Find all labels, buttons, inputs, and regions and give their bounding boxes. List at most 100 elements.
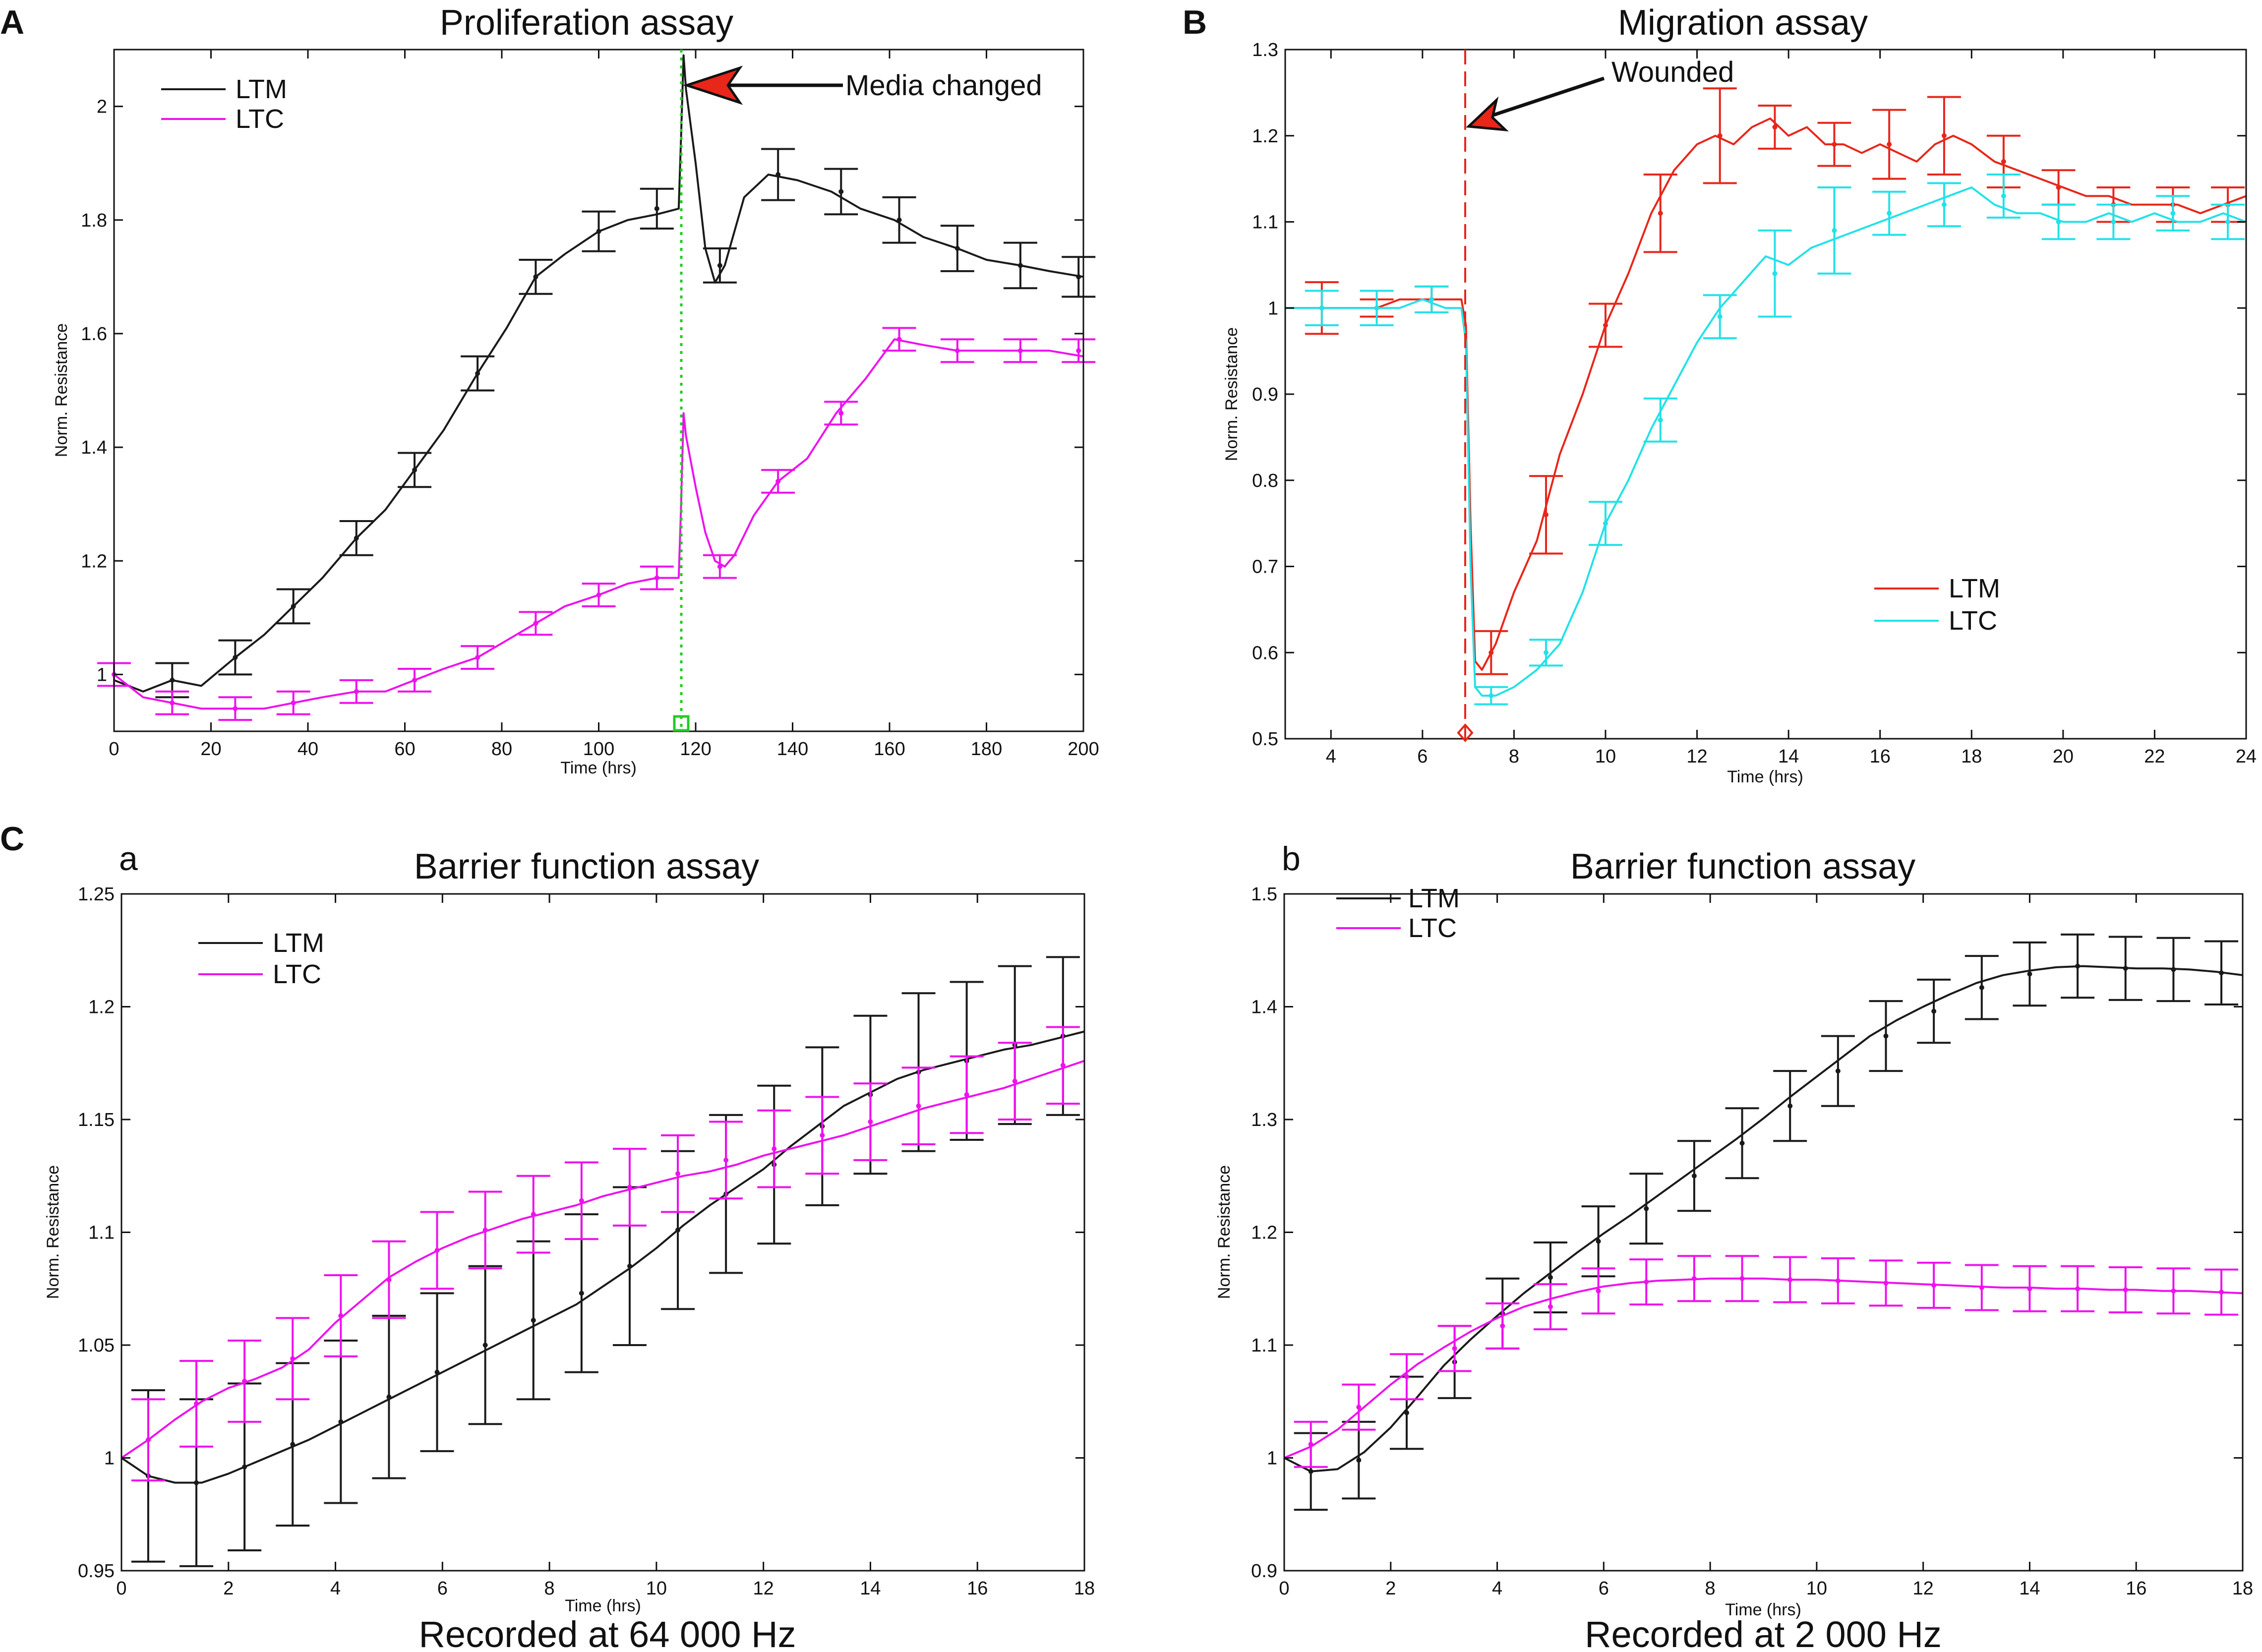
chart-cb-legend: LTM LTC — [1336, 884, 1460, 943]
chart-cb-legend-text-ltc: LTC — [1408, 913, 1457, 943]
chart-cb-point-ltm — [2171, 967, 2176, 972]
chart-ca-yticks: 0.95 1 1.05 1.1 1.15 1.2 1.25 — [78, 884, 1084, 1582]
chart-a-arrowhead — [682, 65, 743, 105]
chart-b-point-ltm — [1603, 323, 1608, 328]
chart-ca-legend-text-ltm: LTM — [273, 928, 324, 958]
chart-a-legend-text-ltm: LTM — [236, 74, 287, 104]
chart-b-xtick-label: 18 — [1961, 746, 1982, 767]
chart-b-xtick-label: 8 — [1509, 746, 1519, 767]
panel-label-c: C — [0, 820, 24, 858]
chart-cb-point-ltc — [1500, 1323, 1505, 1329]
chart-ca-point-ltc — [434, 1247, 440, 1253]
chart-cb-point-ltc — [1979, 1285, 1984, 1290]
chart-b-point-ltm — [2001, 159, 2006, 164]
chart-b-xlabel: Time (hrs) — [1727, 767, 1803, 786]
chart-cb-point-ltc — [1691, 1276, 1697, 1281]
chart-b-xticks: 4 6 8 10 12 14 16 18 20 22 24 — [1326, 50, 2257, 767]
chart-ca-point-ltm — [242, 1464, 247, 1470]
chart-b: Migration assay 4 6 8 10 12 14 16 18 20 22 24 0.50… — [1222, 3, 2257, 786]
chart-ca-point-ltc — [145, 1437, 151, 1443]
chart-a-xtick-label: 140 — [777, 739, 808, 760]
chart-cb-ytick-label: 1.3 — [1251, 1110, 1277, 1130]
chart-cb-ytick-label: 1.2 — [1251, 1223, 1277, 1243]
chart-ca-ytick-label: 1.15 — [78, 1110, 115, 1130]
chart-cb-point-ltm — [1787, 1103, 1793, 1109]
chart-ca-xtick-label: 16 — [967, 1578, 988, 1599]
chart-cb-point-ltm — [1931, 1008, 1937, 1014]
chart-b-ytick-label: 0.7 — [1252, 557, 1278, 578]
chart-ca-point-ltc — [482, 1227, 488, 1233]
chart-b-point-ltc — [1772, 271, 1778, 276]
chart-cb-ytick-label: 1.1 — [1251, 1335, 1277, 1356]
chart-cb-legend-text-ltm: LTM — [1408, 884, 1460, 913]
chart-cb-point-ltm — [1979, 985, 1984, 990]
chart-a-point-ltm — [954, 246, 960, 251]
chart-cb-point-ltm — [1596, 1239, 1601, 1244]
chart-a-point-ltc — [475, 655, 480, 660]
chart-a-ytick-label: 1.6 — [81, 324, 107, 345]
chart-a-xtick-label: 120 — [680, 739, 711, 760]
chart-a-ytick-label: 1 — [97, 664, 107, 685]
chart-b-point-ltc — [1429, 296, 1434, 302]
chart-ca-point-ltm — [531, 1317, 536, 1323]
chart-a-point-ltc — [838, 411, 844, 416]
chart-a-point-ltc — [170, 700, 175, 706]
chart-ca-point-ltc — [194, 1401, 199, 1407]
chart-b-point-ltm — [2056, 185, 2061, 190]
chart-b-point-ltm — [1717, 133, 1723, 138]
chart-ca-xtick-label: 2 — [223, 1578, 234, 1599]
chart-ca-point-ltc — [531, 1212, 536, 1217]
chart-ca-point-ltc — [386, 1277, 392, 1283]
chart-cb-xtick-label: 18 — [2232, 1578, 2253, 1599]
chart-cb-point-ltc — [1356, 1405, 1362, 1410]
chart-ca-xtick-label: 14 — [860, 1578, 881, 1599]
chart-ca-ytick-label: 0.95 — [78, 1561, 115, 1582]
chart-b-wound-text: Wounded — [1611, 56, 1734, 88]
panel-label-a: A — [0, 3, 24, 41]
chart-cb-point-ltc — [1883, 1280, 1889, 1286]
chart-ca-point-ltm — [290, 1442, 296, 1447]
chart-cb-point-ltc — [1452, 1346, 1457, 1351]
chart-cb-point-ltc — [2075, 1286, 2081, 1292]
chart-ca-line-ltc — [120, 1060, 1085, 1459]
chart-a-point-ltc — [233, 706, 238, 711]
chart-a-point-ltm — [1076, 274, 1081, 280]
chart-a-point-ltm — [838, 189, 844, 194]
chart-ca-legend: LTM LTC — [198, 928, 324, 989]
chart-a-line-ltm — [114, 54, 1084, 693]
chart-cb-point-ltm — [2075, 963, 2081, 969]
chart-a-point-ltc — [412, 677, 417, 683]
chart-a-series — [97, 54, 1096, 721]
chart-a-point-ltc — [775, 478, 781, 484]
chart-a-point-ltm — [354, 535, 359, 541]
chart-cb-point-ltm — [1835, 1068, 1841, 1074]
chart-a-ytick-label: 1.4 — [81, 437, 107, 458]
chart-cb-ytick-label: 0.9 — [1251, 1561, 1277, 1582]
chart-a-point-ltm — [233, 655, 238, 660]
chart-a-xtick-label: 20 — [200, 739, 221, 760]
chart-a-point-ltm — [170, 677, 175, 683]
chart-b-point-ltm — [1772, 124, 1778, 130]
chart-b-point-ltc — [1374, 305, 1379, 311]
chart-cb-point-ltm — [1308, 1469, 1313, 1474]
chart-a-point-ltc — [717, 564, 722, 569]
chart-cb-point-ltc — [1835, 1278, 1841, 1284]
chart-cb-xtick-label: 6 — [1599, 1578, 1609, 1599]
chart-cb-point-ltm — [1548, 1275, 1553, 1280]
chart-b-point-ltc — [2111, 219, 2116, 225]
chart-b-annotation: Wounded — [1457, 50, 1734, 743]
chart-b-yticks: 0.5 0.6 0.7 0.8 0.9 1 1.1 1.2 1.3 — [1252, 40, 2246, 750]
chart-cb-point-ltc — [1739, 1276, 1745, 1281]
chart-b-point-ltc — [2001, 193, 2006, 199]
chart-b-series — [1285, 87, 2247, 706]
chart-a-point-ltm — [896, 217, 902, 223]
chart-ca-point-ltc — [868, 1119, 873, 1124]
chart-cb-point-ltc — [2219, 1290, 2224, 1295]
chart-a-ytick-label: 2 — [97, 97, 107, 118]
chart-ca-point-ltm — [482, 1343, 488, 1348]
chart-cb-series — [1284, 933, 2243, 1511]
chart-a-xtick-label: 60 — [394, 739, 415, 760]
chart-ca-ytick-label: 1.2 — [88, 997, 115, 1018]
chart-cb-point-ltc — [2027, 1286, 2032, 1292]
